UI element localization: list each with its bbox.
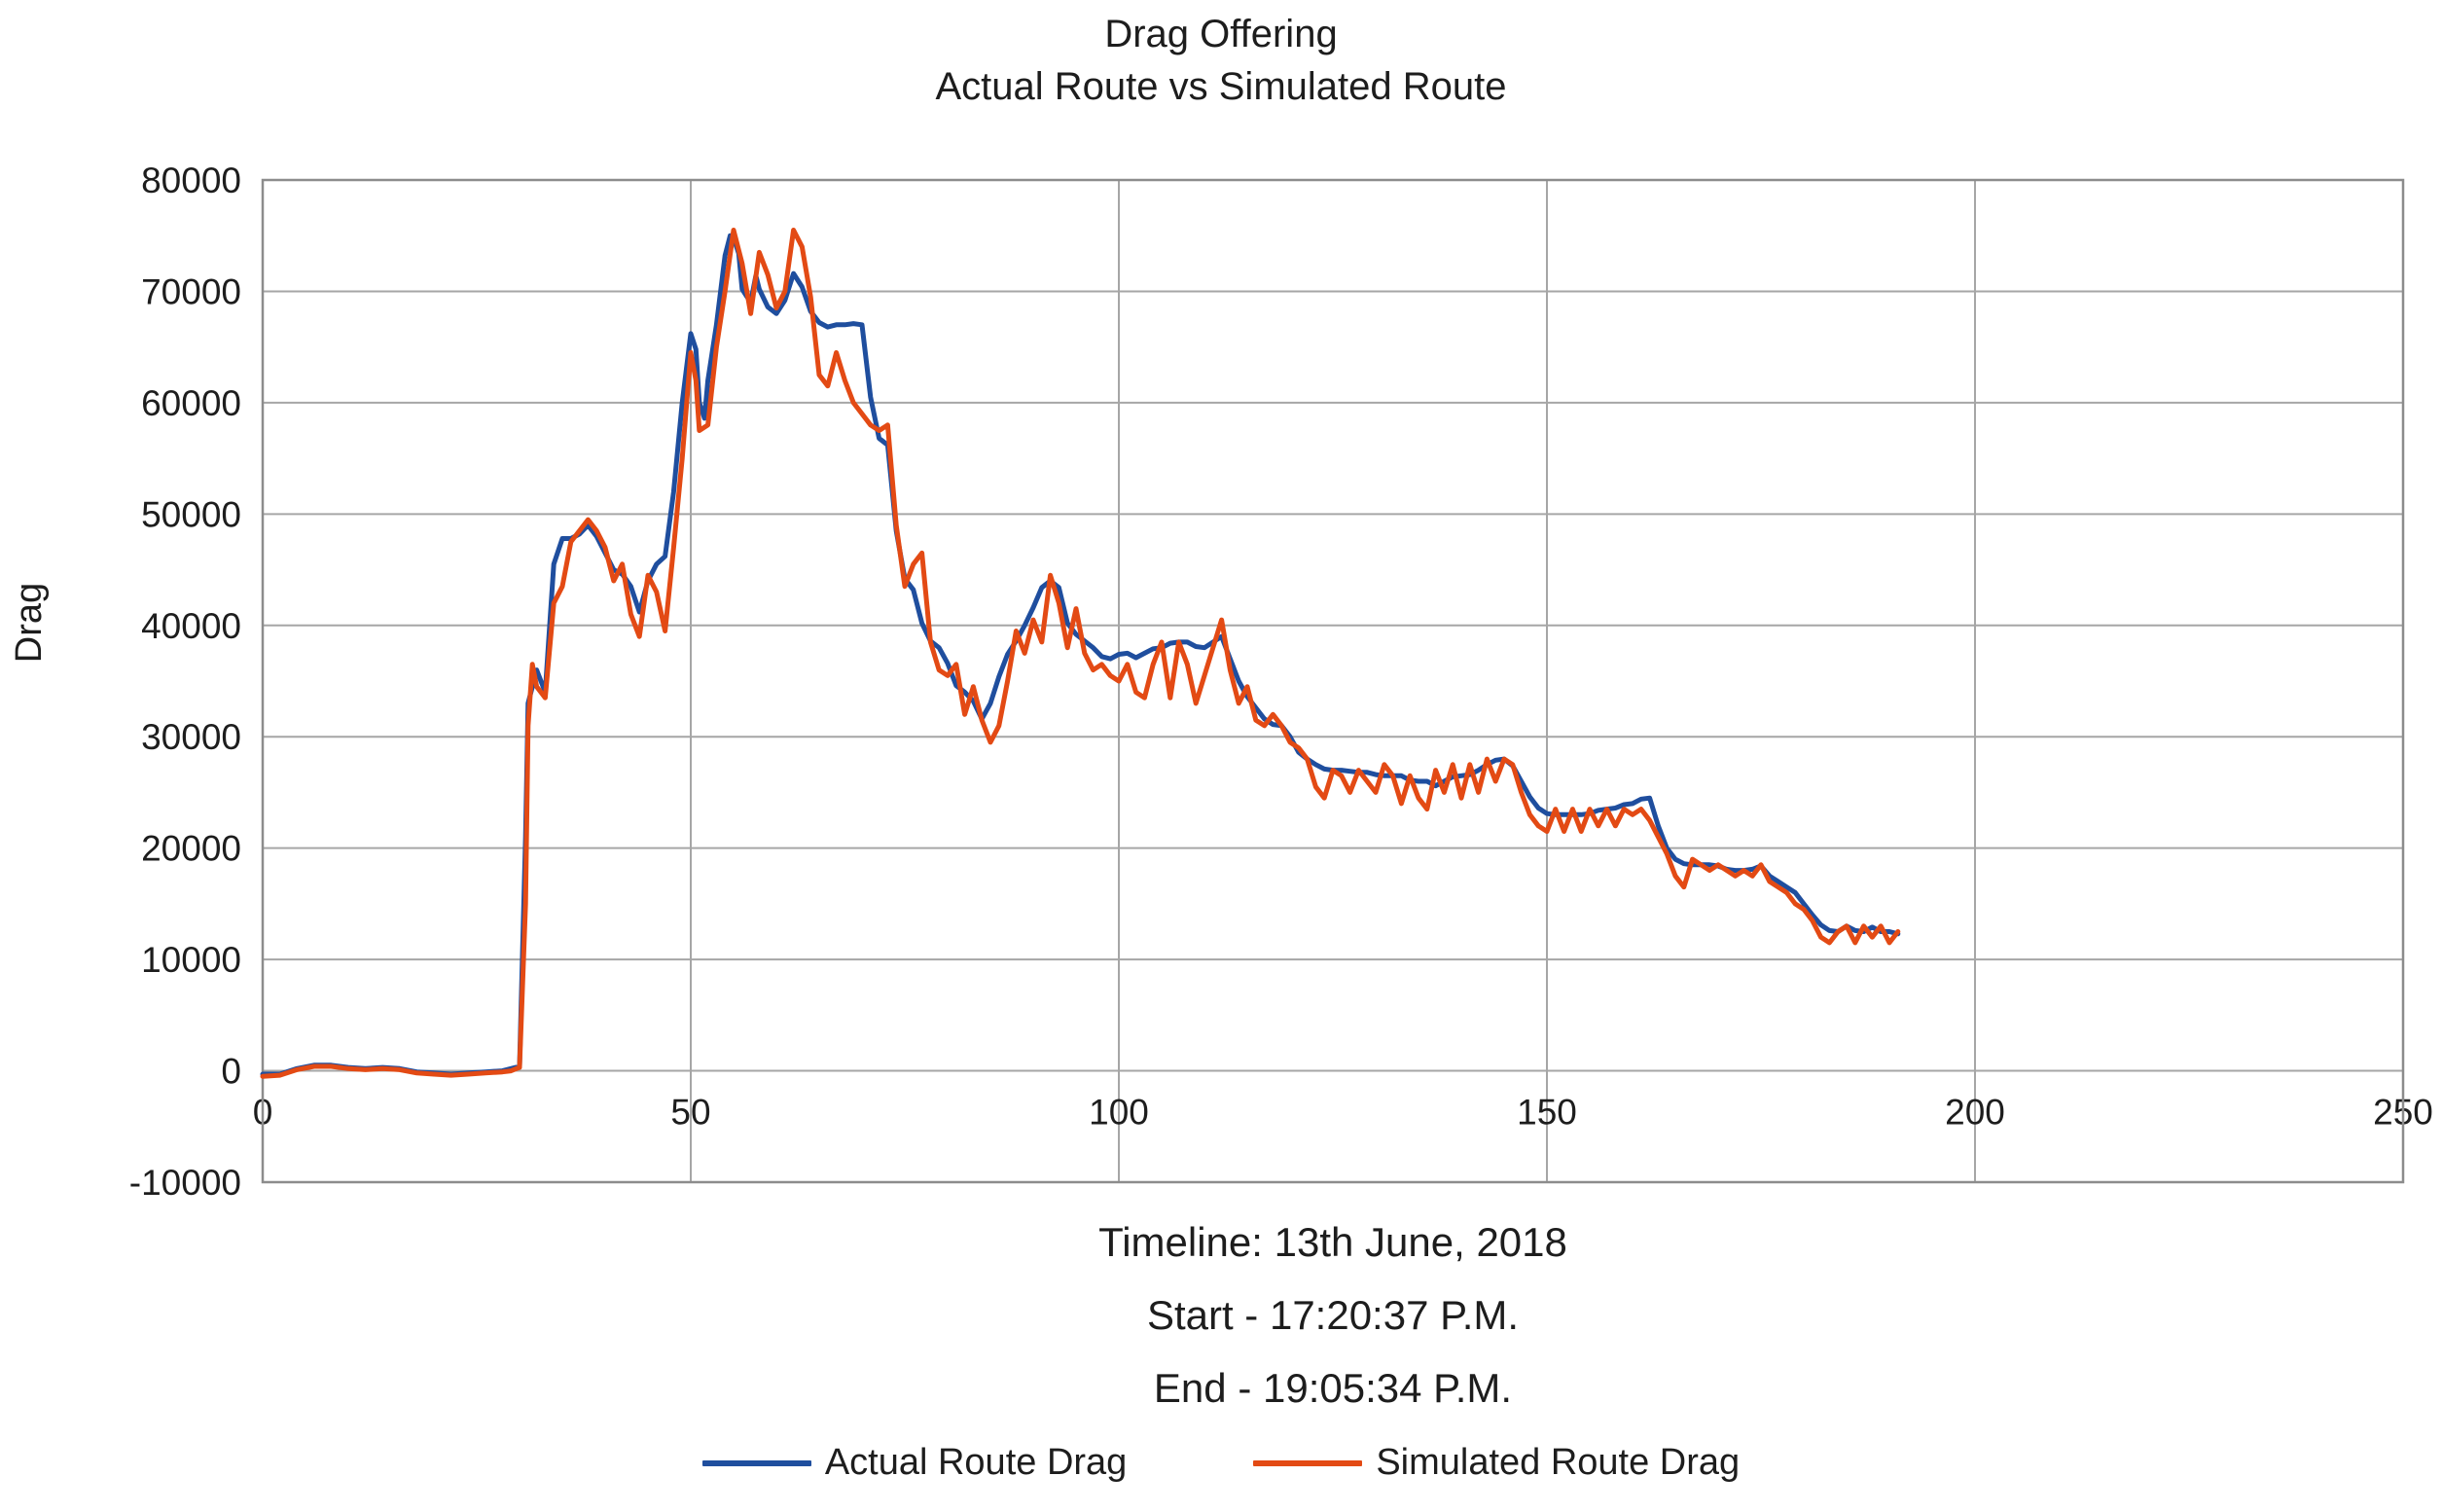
chart-title-block: Drag Offering Actual Route vs Simulated … <box>0 8 2442 113</box>
y-tick-label: 40000 <box>141 606 241 646</box>
x-tick-label: 100 <box>1089 1093 1149 1133</box>
y-tick-label: 80000 <box>141 161 241 200</box>
y-tick-label: 10000 <box>141 940 241 980</box>
footer-timeline: Timeline: 13th June, 2018 <box>1098 1219 1567 1265</box>
footer-end-time: End - 19:05:34 P.M. <box>1153 1364 1513 1411</box>
actual-line-swatch <box>701 1459 811 1466</box>
legend-label-actual: Actual Route Drag <box>824 1442 1128 1483</box>
y-tick-label: 60000 <box>141 383 241 423</box>
y-tick-label: 0 <box>221 1052 241 1092</box>
footer-start-time: Start - 17:20:37 P.M. <box>1146 1291 1520 1338</box>
y-axis-title: Drag <box>9 583 50 663</box>
x-tick-label: 50 <box>670 1093 710 1133</box>
simulated-line-swatch <box>1253 1459 1363 1466</box>
x-tick-label: 200 <box>1945 1093 2005 1133</box>
actual-route-line <box>260 233 1901 1077</box>
chart-title: Drag Offering <box>1104 13 1338 55</box>
chart-subtitle: Actual Route vs Simulated Route <box>935 65 1507 108</box>
chart-footer: Timeline: 13th June, 2018 Start - 17:20:… <box>263 1206 2403 1424</box>
x-tick-label: 150 <box>1517 1093 1577 1133</box>
y-tick-label: -10000 <box>129 1163 241 1203</box>
y-tick-label: 50000 <box>141 494 241 534</box>
y-tick-label: 20000 <box>141 829 241 869</box>
legend-label-simulated: Simulated Route Drag <box>1376 1442 1741 1483</box>
chart-plot: -10000 0 10000 20000 30000 40000 50000 60000 700… <box>9 161 2433 1203</box>
plot-border <box>261 178 2405 1184</box>
chart-legend: Actual Route Drag Simulated Route Drag <box>0 1442 2442 1484</box>
simulated-route-line <box>260 228 1901 1079</box>
legend-item-actual: Actual Route Drag <box>701 1442 1128 1484</box>
y-tick-label: 30000 <box>141 717 241 757</box>
legend-item-simulated: Simulated Route Drag <box>1253 1442 1740 1484</box>
y-tick-label: 70000 <box>141 271 241 311</box>
